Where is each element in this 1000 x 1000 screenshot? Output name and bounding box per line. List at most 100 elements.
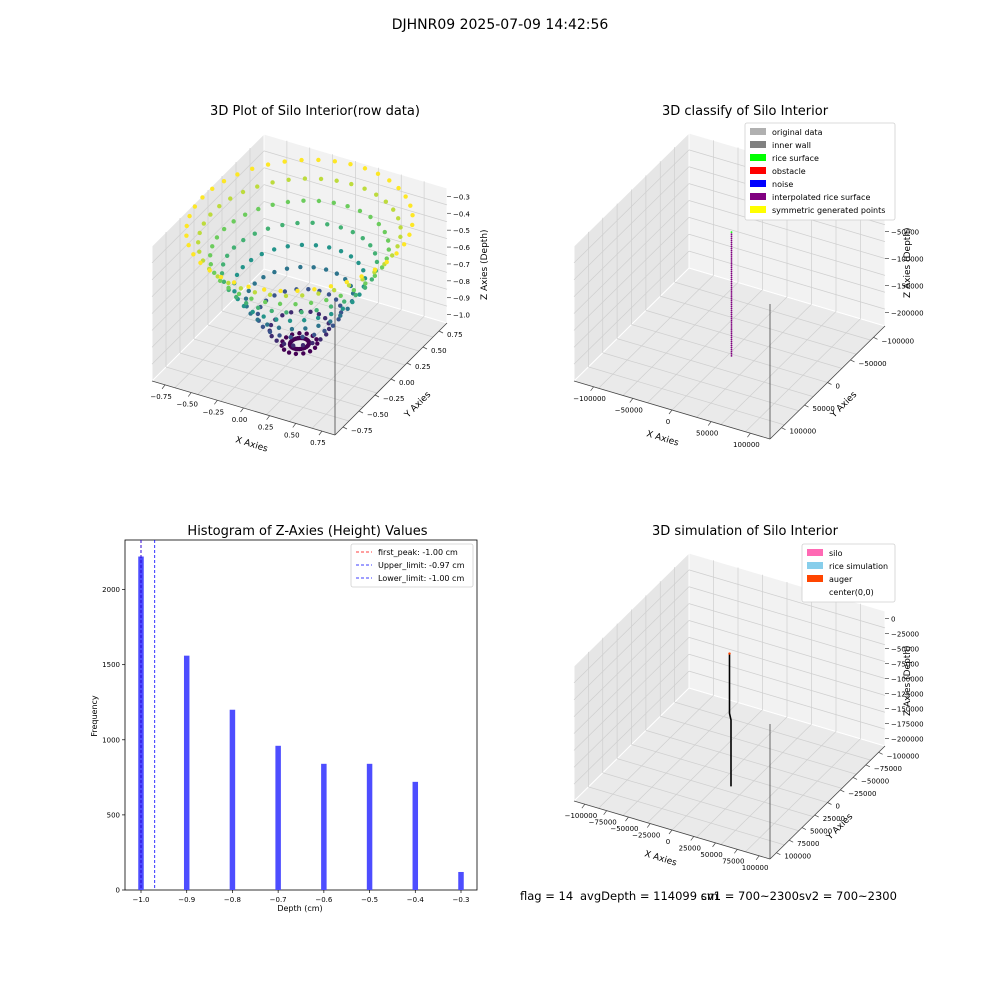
data-point (276, 325, 282, 330)
panel-histogram: Histogram of Z-Axies (Height) Values −1.… (80, 520, 500, 920)
data-point (316, 198, 322, 204)
data-point (307, 349, 313, 354)
data-point (313, 243, 319, 248)
data-point (267, 329, 273, 335)
data-point (191, 252, 196, 257)
data-point (200, 195, 205, 200)
legend: original data inner wall rice surface obsta… (744, 122, 896, 221)
x-tick (292, 423, 297, 428)
x-tick-label: 0.75 (310, 439, 326, 447)
data-point (403, 194, 408, 199)
plot-frame (124, 539, 478, 891)
legend-frame (801, 543, 896, 603)
data-point (284, 266, 290, 271)
data-point (322, 315, 328, 321)
x-tick (734, 849, 738, 854)
y-tick-label: 0.50 (431, 347, 447, 355)
legend-swatch (807, 562, 823, 569)
y-tick-label: −0.75 (351, 427, 372, 435)
legend-label: inner wall (772, 141, 811, 150)
data-point (730, 286, 733, 289)
data-point (282, 289, 288, 294)
data-point (186, 243, 191, 248)
data-point (730, 243, 733, 246)
data-point (312, 345, 318, 350)
data-point (384, 256, 389, 261)
z-tick-label: −1.0 (453, 312, 470, 320)
data-point (316, 291, 321, 296)
grid-line (573, 166, 690, 280)
data-point (201, 221, 207, 226)
data-point (730, 255, 733, 258)
histogram-bar (366, 763, 373, 890)
x-tick-label: −0.5 (361, 896, 378, 904)
z-tick-label: −0.5 (453, 227, 470, 235)
x-tick (590, 386, 594, 392)
grid-line (688, 569, 886, 629)
classify-3d-plot[interactable]: −100000 −50000 0 50000 100000 100000 50000 0 −50… (560, 100, 930, 460)
legend-label: rice simulation (829, 562, 888, 571)
data-point (214, 235, 220, 240)
data-point (298, 264, 303, 270)
data-point (259, 251, 264, 257)
data-point (315, 315, 321, 321)
data-point (730, 270, 733, 273)
z-tick-label: −50000 (891, 229, 919, 237)
data-point (730, 251, 733, 254)
panel-title: 3D classify of Silo Interior (661, 104, 829, 119)
data-point (730, 295, 733, 297)
data-point (232, 289, 237, 294)
y-tick-label: 1000 (102, 736, 120, 744)
data-point (730, 239, 733, 242)
data-point (730, 284, 733, 287)
data-point (331, 287, 337, 293)
legend-label: rice surface (772, 154, 819, 163)
data-point (383, 199, 389, 204)
data-point (293, 301, 298, 307)
legend-swatch (750, 180, 766, 187)
grid-line (696, 304, 812, 418)
data-point (295, 288, 300, 294)
y-tick-label: −100000 (887, 752, 920, 760)
data-point (271, 247, 277, 252)
x-tick (646, 823, 651, 828)
data-point (398, 225, 403, 230)
data-point (730, 346, 733, 349)
data-point (195, 240, 201, 245)
y-tick (781, 427, 786, 431)
data-point (398, 234, 403, 240)
data-point (299, 346, 304, 352)
data-point (394, 251, 399, 256)
data-point (255, 184, 260, 189)
data-point (344, 279, 349, 285)
histogram-chart[interactable]: −1.0 −0.9 −0.8 −0.7 −0.6 −0.5 −0.4 −0.3 0 500 1000… (80, 520, 500, 920)
data-point (302, 176, 308, 181)
data-point (350, 299, 355, 305)
data-point (730, 330, 733, 333)
y-tick (358, 410, 364, 414)
data-point (382, 229, 387, 235)
data-point (231, 280, 237, 285)
data-point (730, 311, 733, 314)
y-tick-label: 100000 (784, 853, 811, 861)
grid-line (645, 310, 842, 369)
data-point (730, 303, 733, 306)
data-point (334, 271, 340, 276)
histogram-bar (321, 763, 327, 890)
x-tick-label: 25000 (679, 844, 701, 852)
x-tick-label: 0 (666, 418, 670, 426)
data-point (184, 223, 189, 229)
raw-data-3d-plot[interactable]: −0.75−0.50−0.250.000.250.500.75−0.75−0.5… (130, 100, 500, 460)
data-point (304, 331, 309, 336)
x-tick (187, 392, 192, 397)
data-point (328, 304, 334, 309)
legend-frame (744, 122, 896, 221)
data-point (376, 221, 382, 227)
data-point (329, 311, 334, 317)
grid-line (311, 316, 425, 429)
data-point (330, 323, 336, 328)
simulation-3d-plot[interactable]: −100000−75000−50000−25000025000500007500… (560, 520, 930, 880)
y-tick (814, 814, 819, 818)
data-point (730, 282, 733, 285)
grid-line (266, 302, 379, 415)
